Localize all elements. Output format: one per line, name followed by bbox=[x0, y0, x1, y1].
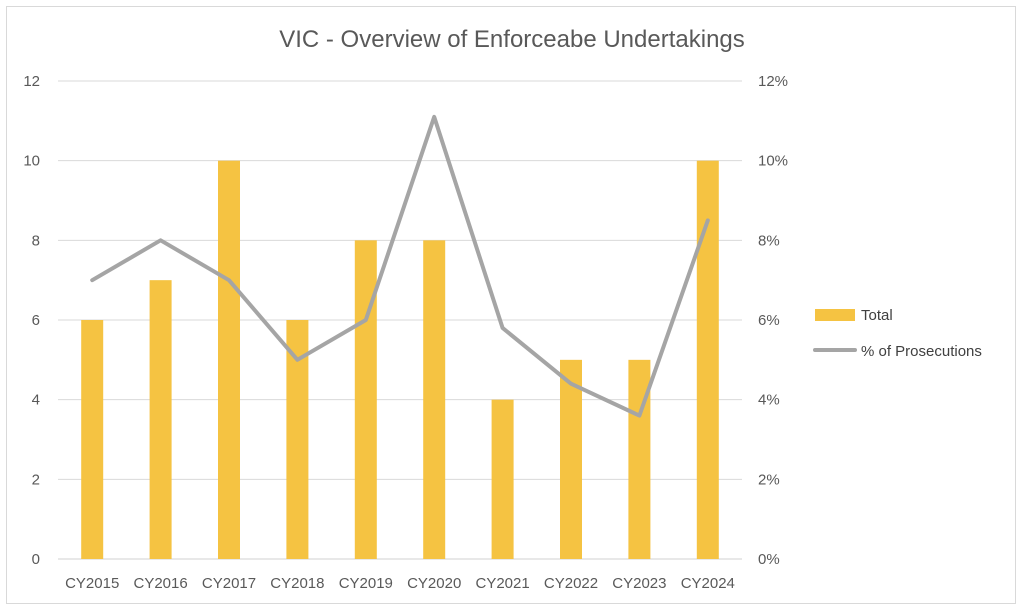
y2-tick-label: 10% bbox=[758, 153, 788, 170]
y-tick-label: 4 bbox=[32, 392, 40, 409]
y2-tick-label: 6% bbox=[758, 312, 780, 329]
bar-CY2024 bbox=[696, 160, 719, 559]
line-series bbox=[90, 114, 710, 418]
y2-tick-label: 8% bbox=[758, 232, 780, 249]
bar-CY2023 bbox=[628, 359, 651, 559]
bar-CY2018 bbox=[286, 320, 309, 559]
chart-title: VIC - Overview of Enforceabe Undertaking… bbox=[279, 26, 745, 53]
x-tick-label: CY2022 bbox=[544, 575, 598, 592]
y-tick-label: 10 bbox=[23, 153, 40, 170]
x-tick-label: CY2021 bbox=[475, 575, 529, 592]
bar-CY2015 bbox=[81, 320, 104, 559]
y-tick-label: 12 bbox=[23, 73, 40, 90]
x-tick-label: CY2020 bbox=[407, 575, 461, 592]
bar-CY2021 bbox=[491, 399, 514, 559]
y2-tick-label: 0% bbox=[758, 551, 780, 568]
bar-CY2017 bbox=[218, 160, 240, 559]
y2-tick-label: 2% bbox=[758, 471, 780, 488]
x-tick-label: CY2018 bbox=[270, 575, 324, 592]
legend-label-total: Total bbox=[861, 307, 893, 324]
x-tick-label: CY2024 bbox=[681, 575, 735, 592]
legend-swatch-total bbox=[815, 309, 855, 321]
x-tick-label: CY2015 bbox=[65, 575, 119, 592]
y-tick-label: 6 bbox=[32, 312, 40, 329]
x-tick-label: CY2017 bbox=[202, 575, 256, 592]
y2-tick-label: 4% bbox=[758, 392, 780, 409]
bar-CY2019 bbox=[354, 240, 377, 560]
x-tick-label: CY2019 bbox=[339, 575, 393, 592]
x-tick-label: CY2023 bbox=[612, 575, 666, 592]
bar-CY2020 bbox=[423, 240, 446, 560]
y-tick-label: 2 bbox=[32, 471, 40, 488]
chart-frame bbox=[6, 6, 1016, 604]
x-tick-label: CY2016 bbox=[133, 575, 187, 592]
y-tick-label: 8 bbox=[32, 232, 40, 249]
legend-label-prosecutions: % of Prosecutions bbox=[861, 343, 982, 360]
y2-tick-label: 12% bbox=[758, 73, 788, 90]
bar-CY2022 bbox=[560, 359, 582, 559]
y-tick-label: 0 bbox=[32, 551, 40, 568]
bar-CY2016 bbox=[149, 280, 172, 559]
